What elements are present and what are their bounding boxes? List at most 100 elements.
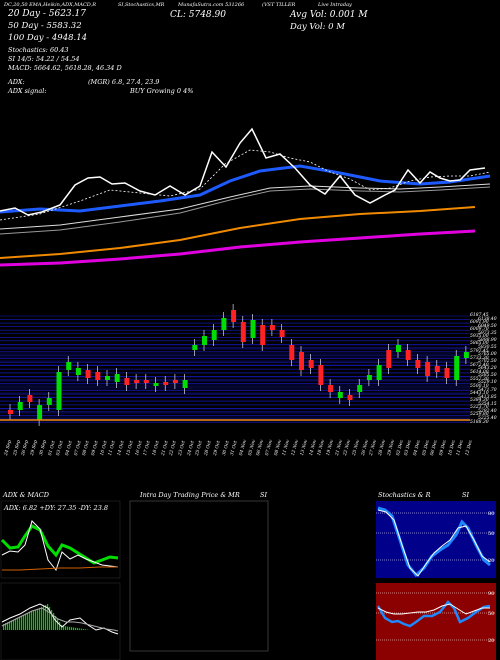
candle-body [27, 395, 33, 402]
macd-bar [11, 620, 13, 630]
candle-body [163, 382, 169, 385]
price-level-label: 5973.35 [478, 330, 497, 336]
adx-readout-text: ADX: 6.82 +DY: 27.35 -DY: 23.8 [3, 504, 108, 512]
si-level-20: 20 [488, 638, 494, 644]
dma50-grey-line [0, 183, 491, 230]
macd-bar [65, 626, 67, 630]
price-level-label: 5471.70 [478, 387, 497, 393]
legend-stochastics: Stochastics: 60.43 [8, 46, 69, 54]
price-level-label: 5259.80 [470, 412, 489, 418]
stoch-level-80: 80 [488, 511, 494, 517]
candle-body [269, 325, 275, 330]
price-level-label: 5830.55 [478, 344, 497, 350]
macd-bar [7, 622, 9, 630]
candle-body [318, 365, 324, 385]
candle-body [124, 378, 130, 385]
price-level-label: 5443.10 [470, 391, 489, 397]
macd-bar [5, 623, 7, 630]
adx-green-line [0, 524, 119, 565]
avg-volume: Avg Vol: 0.001 M [290, 10, 368, 20]
macd-line [1, 603, 119, 635]
macd-bar [43, 606, 45, 630]
price-level-label: 5557.30 [470, 376, 489, 382]
macd-bar [3, 624, 5, 630]
candle-body [95, 372, 101, 380]
candle-body [8, 410, 13, 414]
adx-orange-line [2, 566, 118, 571]
macd-bar [9, 621, 11, 630]
price-level-label: 5292.40 [478, 408, 497, 414]
candle-body [357, 385, 363, 392]
macd-bar [77, 628, 79, 630]
live-tag: Live Intraday [318, 2, 352, 8]
legend-dma50: 50 Day - 5583.32 [8, 21, 82, 31]
price-level-lines [0, 315, 470, 423]
price-level-label: 5797.45 [470, 348, 489, 354]
candle-body [134, 380, 140, 383]
candle-body [114, 374, 120, 382]
macd-bar [33, 610, 35, 630]
candle-body [376, 365, 382, 380]
price-level-label: 5384.30 [470, 398, 489, 404]
candle-body [279, 330, 285, 337]
si-level-50: 50 [488, 611, 494, 617]
header-tags: DC,20,50 EMA,Heikin,ADX,MACD,R [4, 2, 96, 8]
macd-bar [75, 627, 77, 630]
price-level-label: 5529.10 [478, 380, 497, 386]
stoch-si: SI [462, 491, 470, 499]
legend-si: SI 14/5: 54.22 / 54.54 [8, 55, 80, 63]
close-price: CL: 5748.90 [170, 10, 226, 20]
macd-bar [17, 617, 19, 630]
legend-dma20: 20 Day - 5623.17 [8, 9, 86, 19]
candle-body [425, 362, 431, 376]
dma20-line [0, 164, 491, 214]
candle-body [202, 336, 207, 345]
candle-body [289, 345, 295, 360]
macd-bar [71, 627, 73, 630]
macd-bar [81, 628, 83, 630]
price-level-label: 5643.20 [478, 366, 497, 372]
si-level-90: 90 [488, 591, 494, 597]
macd-bar [15, 618, 17, 630]
candle-body [143, 380, 149, 383]
legend-adx-signal-label: ADX signal: [8, 87, 47, 95]
macd-bar [57, 619, 59, 630]
candle-body [172, 380, 178, 383]
price-level-label: 6187.45 [470, 313, 489, 318]
price-level-label: 5702.50 [478, 359, 497, 365]
candle-body [37, 405, 43, 420]
candle-body [396, 345, 401, 352]
candle-body [85, 370, 91, 378]
price-level-label: 5614.00 [470, 369, 489, 375]
macd-bar [47, 604, 49, 630]
macd-bar [83, 629, 85, 630]
macd-bar [51, 610, 53, 630]
legend-adx-signal: BUY Growing 0 4% [130, 87, 194, 95]
macd-bar [23, 615, 25, 630]
macd-bar [31, 611, 33, 630]
candle-body [415, 360, 421, 368]
macd-bar [55, 616, 57, 630]
stoch-title: Stochastics & R [378, 491, 431, 499]
stoch-white-line [377, 509, 491, 577]
intraday-si: SI [260, 491, 268, 499]
legend-dma100: 100 Day - 4948.14 [8, 33, 88, 43]
stoch-level-20: 20 [488, 558, 494, 564]
price-level-label: 5188.30 [470, 419, 489, 425]
macd-bar [13, 619, 15, 630]
price-level-label: 5585.50 [478, 373, 497, 379]
legend-macd: MACD: 5664.62, 5618.28, 46.34 D [8, 64, 122, 72]
stoch-level-50: 50 [488, 531, 494, 537]
macd-bar [39, 607, 41, 630]
candle-body [66, 362, 72, 370]
candle-body [405, 350, 411, 360]
candle-body [386, 350, 392, 368]
macd-bar [61, 625, 63, 630]
macd-bar [37, 608, 39, 630]
candle-body [328, 385, 334, 392]
